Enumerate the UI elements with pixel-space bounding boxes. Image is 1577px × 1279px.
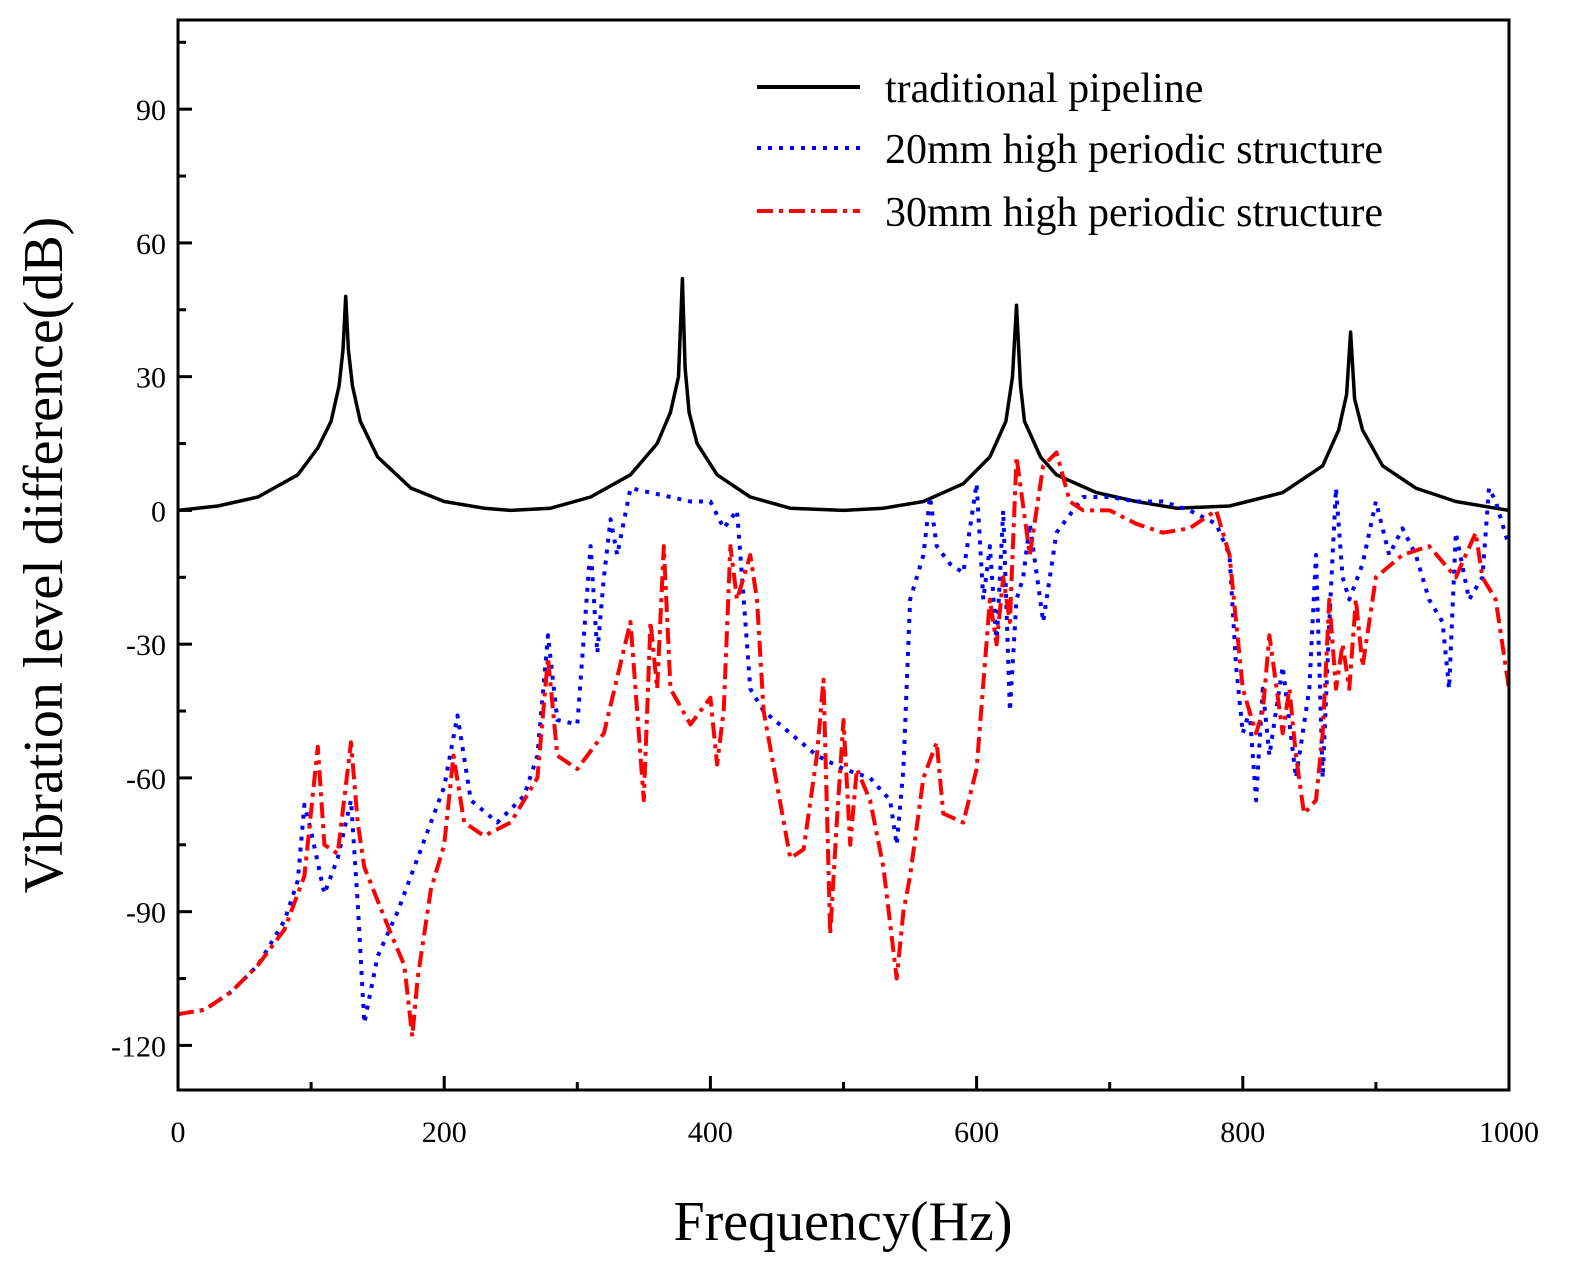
y-tick-label: 30 xyxy=(136,362,166,395)
series-layer xyxy=(177,276,1511,1039)
series-line-traditional-pipeline xyxy=(177,276,1510,513)
y-tick-label: 0 xyxy=(151,495,166,528)
tick-layer: -120 -90 -60 -30 0 30 60 90 0 200 400 600 800 1000 xyxy=(111,40,1539,1149)
legend-label-30mm: 30mm high periodic structure xyxy=(885,190,1383,236)
x-tick-label: 0 xyxy=(171,1116,186,1149)
x-axis-title: Frequency(Hz) xyxy=(674,1191,1013,1253)
x-tick-label: 800 xyxy=(1220,1116,1265,1149)
plot-frame xyxy=(176,18,1511,1092)
y-tick-label: -90 xyxy=(126,897,166,930)
y-tick-label: -30 xyxy=(126,629,166,662)
y-axis-title: Vibration level difference(dB) xyxy=(13,217,75,894)
x-tick-label: 1000 xyxy=(1479,1116,1539,1149)
x-tick-label: 400 xyxy=(688,1116,733,1149)
y-tick-label: -60 xyxy=(126,763,166,796)
y-tick-label: 60 xyxy=(136,228,166,261)
series-line-30mm-high-periodic-structure xyxy=(177,450,1511,1039)
y-tick-label: -120 xyxy=(111,1030,166,1063)
y-tick-label: 90 xyxy=(136,94,166,127)
legend-label-traditional-pipeline: traditional pipeline xyxy=(885,66,1203,112)
legend-label-20mm: 20mm high periodic structure xyxy=(885,127,1383,173)
x-tick-label: 600 xyxy=(954,1116,999,1149)
legend: traditional pipeline 20mm high periodic … xyxy=(757,66,1383,236)
x-tick-label: 200 xyxy=(422,1116,467,1149)
